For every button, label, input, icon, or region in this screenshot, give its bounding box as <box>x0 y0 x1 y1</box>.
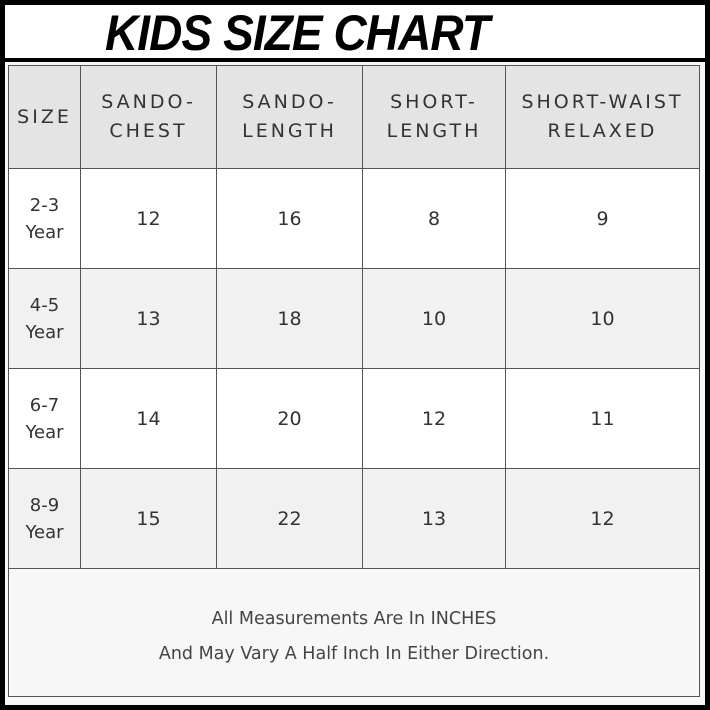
value-cell: 11 <box>505 368 700 469</box>
chart-title: KIDS SIZE CHART <box>105 5 490 61</box>
value-cell: 10 <box>362 268 506 369</box>
value-cell: 12 <box>80 168 217 269</box>
footer-line-2: And May Vary A Half Inch In Either Direc… <box>158 644 550 664</box>
value-cell: 22 <box>216 468 363 569</box>
size-cell: 8-9 Year <box>8 468 81 569</box>
header-size: SIZE <box>8 65 81 169</box>
table-row: 4-5 Year 13 18 10 10 <box>8 268 700 369</box>
table-row: 6-7 Year 14 20 12 11 <box>8 368 700 469</box>
value-cell: 12 <box>362 368 506 469</box>
value-cell: 16 <box>216 168 363 269</box>
header-short-length: SHORT- LENGTH <box>362 65 506 169</box>
header-short-waist-relaxed: SHORT-WAIST RELAXED <box>505 65 700 169</box>
header-sando-length: SANDO- LENGTH <box>216 65 363 169</box>
footer-note: All Measurements Are In INCHES And May V… <box>8 566 700 697</box>
size-cell: 4-5 Year <box>8 268 81 369</box>
size-table: SIZE SANDO- CHEST SANDO- LENGTH SHORT- L… <box>8 65 700 569</box>
value-cell: 14 <box>80 368 217 469</box>
value-cell: 13 <box>362 468 506 569</box>
value-cell: 10 <box>505 268 700 369</box>
value-cell: 18 <box>216 268 363 369</box>
size-cell: 6-7 Year <box>8 368 81 469</box>
size-table-panel: SIZE SANDO- CHEST SANDO- LENGTH SHORT- L… <box>5 62 705 705</box>
value-cell: 13 <box>80 268 217 369</box>
value-cell: 12 <box>505 468 700 569</box>
header-row: SIZE SANDO- CHEST SANDO- LENGTH SHORT- L… <box>8 65 700 169</box>
size-cell: 2-3 Year <box>8 168 81 269</box>
header-sando-chest: SANDO- CHEST <box>80 65 217 169</box>
value-cell: 8 <box>362 168 506 269</box>
footer-line-1: All Measurements Are In INCHES <box>211 609 497 629</box>
value-cell: 20 <box>216 368 363 469</box>
table-row: 2-3 Year 12 16 8 9 <box>8 168 700 269</box>
value-cell: 9 <box>505 168 700 269</box>
table-row: 8-9 Year 15 22 13 12 <box>8 468 700 569</box>
value-cell: 15 <box>80 468 217 569</box>
title-bar: KIDS SIZE CHART <box>5 5 705 61</box>
